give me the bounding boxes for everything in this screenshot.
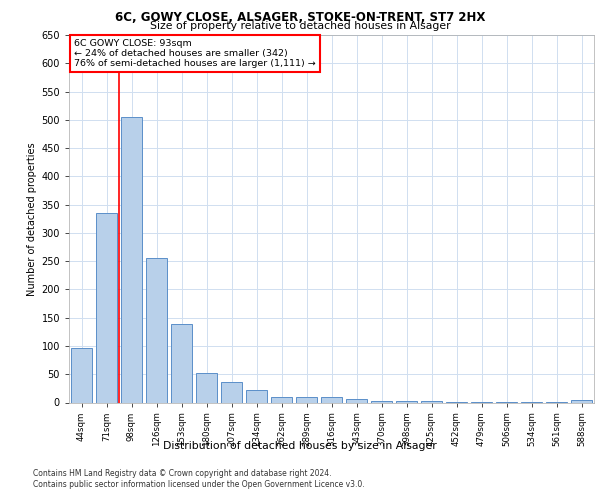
Text: Contains public sector information licensed under the Open Government Licence v3: Contains public sector information licen… bbox=[33, 480, 365, 489]
Bar bbox=[321, 397, 342, 402]
Bar bbox=[171, 324, 192, 402]
Bar bbox=[96, 213, 117, 402]
Bar bbox=[196, 372, 217, 402]
Text: 6C, GOWY CLOSE, ALSAGER, STOKE-ON-TRENT, ST7 2HX: 6C, GOWY CLOSE, ALSAGER, STOKE-ON-TRENT,… bbox=[115, 11, 485, 24]
Bar bbox=[221, 382, 242, 402]
Text: Size of property relative to detached houses in Alsager: Size of property relative to detached ho… bbox=[149, 21, 451, 31]
Bar bbox=[271, 397, 292, 402]
Bar bbox=[121, 117, 142, 403]
Bar bbox=[71, 348, 92, 403]
Text: Distribution of detached houses by size in Alsager: Distribution of detached houses by size … bbox=[163, 441, 437, 451]
Bar bbox=[346, 399, 367, 402]
Bar bbox=[246, 390, 267, 402]
Bar bbox=[146, 258, 167, 402]
Text: Contains HM Land Registry data © Crown copyright and database right 2024.: Contains HM Land Registry data © Crown c… bbox=[33, 469, 331, 478]
Text: 6C GOWY CLOSE: 93sqm
← 24% of detached houses are smaller (342)
76% of semi-deta: 6C GOWY CLOSE: 93sqm ← 24% of detached h… bbox=[74, 38, 316, 68]
Bar bbox=[296, 397, 317, 402]
Y-axis label: Number of detached properties: Number of detached properties bbox=[27, 142, 37, 296]
Bar bbox=[571, 400, 592, 402]
